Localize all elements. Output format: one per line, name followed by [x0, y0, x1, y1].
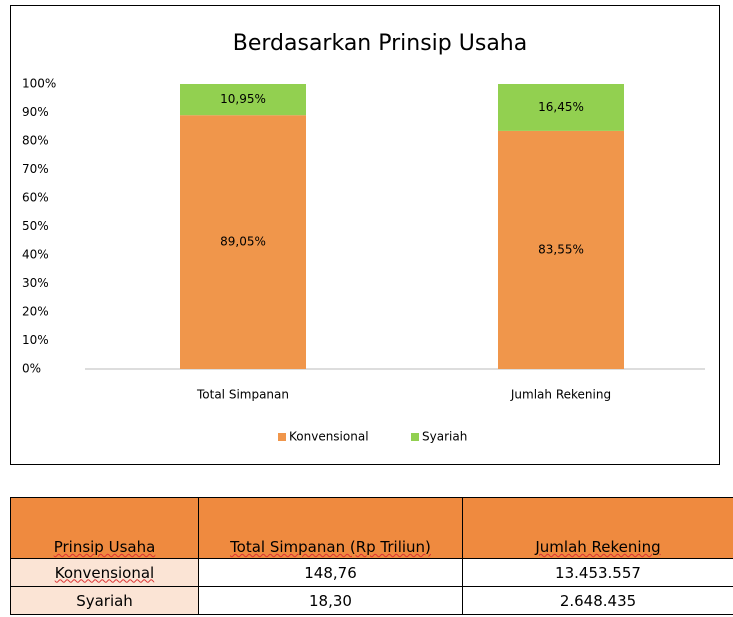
header-cell: Jumlah Rekening — [535, 538, 661, 556]
cell: Syariah — [10, 586, 199, 615]
legend-label: Konvensional — [289, 430, 369, 444]
bar-segment — [498, 84, 624, 131]
cell: Konvensional — [54, 563, 155, 582]
bar-segment — [180, 84, 306, 116]
header-cell: Prinsip Usaha — [53, 538, 156, 556]
data-label: 89,05% — [220, 235, 266, 249]
y-tick-label: 100% — [22, 77, 56, 91]
data-label: 10,95% — [220, 92, 266, 106]
chart: Berdasarkan Prinsip Usaha 0% 10% 20% 30% 40%… — [10, 5, 720, 465]
legend-label: Syariah — [422, 430, 467, 444]
y-tick-label: 50% — [22, 219, 49, 233]
y-tick-label: 60% — [22, 191, 49, 205]
y-tick-label: 70% — [22, 162, 49, 176]
y-tick-label: 10% — [22, 333, 49, 347]
y-tick-label: 20% — [22, 305, 49, 319]
bar-segment — [180, 115, 306, 370]
data-label: 16,45% — [538, 100, 584, 114]
data-table: Prinsip Usaha Total Simpanan (Rp Triliun… — [10, 497, 733, 615]
cell: 2.648.435 — [462, 586, 733, 615]
y-tick-label: 90% — [22, 105, 49, 119]
y-tick-label: 40% — [22, 248, 49, 262]
bar-segment — [498, 130, 624, 369]
header-cell: Total Simpanan (Rp Triliun) — [230, 538, 431, 556]
chart-title: Berdasarkan Prinsip Usaha — [233, 31, 527, 56]
table-header: Prinsip Usaha Total Simpanan (Rp Triliun… — [10, 497, 733, 559]
table-row: Syariah 18,30 2.648.435 — [10, 586, 733, 615]
y-tick-label: 0% — [22, 362, 41, 376]
legend-swatch — [411, 433, 419, 441]
x-tick-label: Jumlah Rekening — [510, 388, 611, 402]
y-tick-label: 30% — [22, 276, 49, 290]
data-label: 83,55% — [538, 242, 584, 256]
cell: 148,76 — [198, 558, 463, 587]
table-row: Konvensional 148,76 13.453.557 — [10, 558, 733, 587]
legend-swatch — [278, 433, 286, 441]
cell: 18,30 — [198, 586, 463, 615]
x-tick-label: Total Simpanan — [196, 388, 289, 402]
y-tick-label: 80% — [22, 134, 49, 148]
cell: 13.453.557 — [462, 558, 733, 587]
